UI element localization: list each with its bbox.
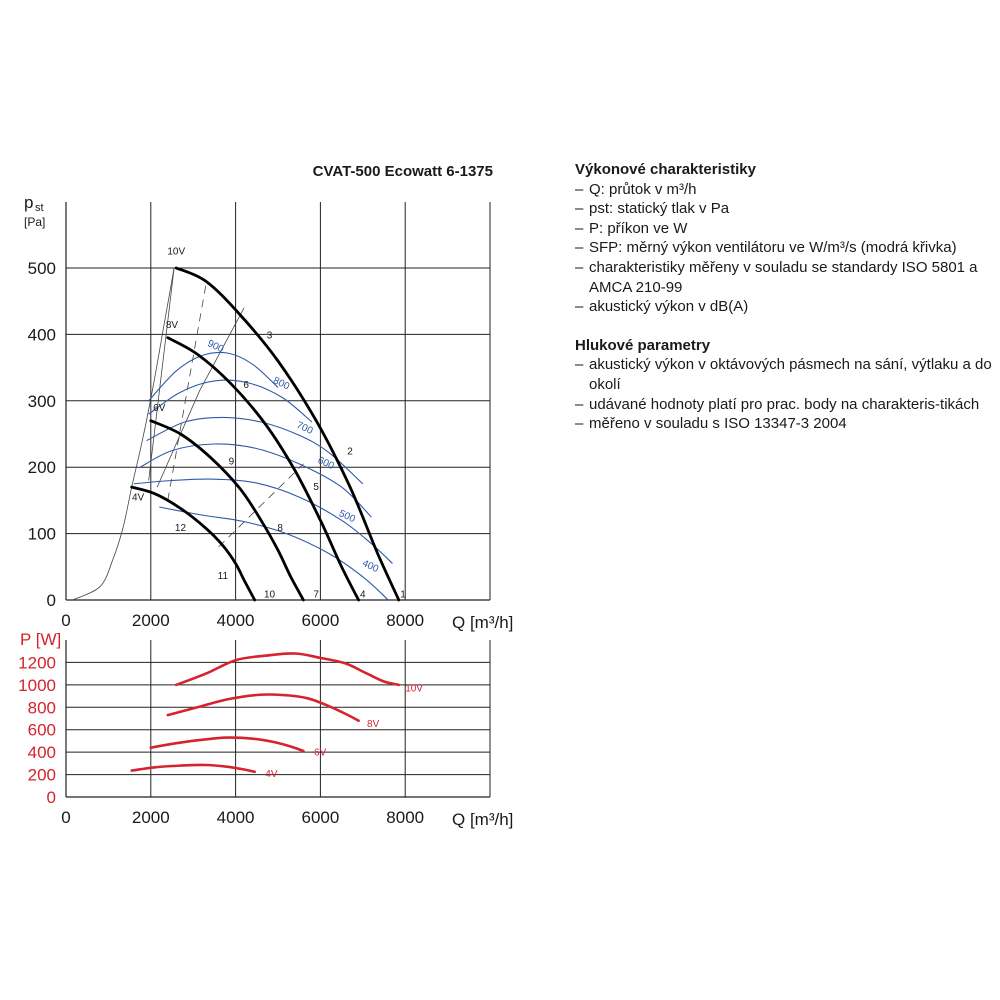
y-axis-title-sub: st bbox=[35, 202, 44, 214]
x-axis-title: Q [m³/h] bbox=[452, 810, 513, 829]
power-voltage-label: 10V bbox=[405, 684, 423, 695]
x-tick-label: 6000 bbox=[301, 611, 339, 630]
y-tick-label: 200 bbox=[28, 458, 56, 477]
pressure-chart: 0 100 200 300 400 500 0 2000 4000 6000 8000 Q [m³/h… bbox=[24, 163, 513, 632]
x-tick-label: 4000 bbox=[217, 808, 255, 827]
operating-point-label: 4 bbox=[360, 589, 366, 600]
sfp-curve-700 bbox=[146, 416, 364, 485]
operating-point-label: 2 bbox=[347, 447, 353, 458]
x-tick-label: 0 bbox=[61, 808, 70, 827]
dashed-guide bbox=[167, 284, 207, 501]
fan-curve-8V bbox=[166, 336, 360, 602]
guide-line bbox=[156, 307, 245, 488]
legend-list-performance: Q: průtok v m³/h pst: statický tlak v Pa… bbox=[575, 180, 995, 317]
fan-curve-6V bbox=[149, 419, 305, 602]
y-tick-label: 400 bbox=[28, 325, 56, 344]
y-tick-label: 0 bbox=[47, 591, 56, 610]
guide-line bbox=[148, 267, 175, 481]
y-tick-label: 800 bbox=[28, 698, 56, 717]
x-tick-label: 2000 bbox=[132, 808, 170, 827]
sfp-curve-800 bbox=[148, 379, 313, 423]
operating-point-label: 9 bbox=[229, 457, 235, 468]
operating-point-label: 6 bbox=[243, 380, 249, 391]
legend-title-performance: Výkonové charakteristiky bbox=[575, 161, 756, 178]
power-voltage-label: 4V bbox=[265, 769, 278, 780]
y-tick-label: 600 bbox=[28, 721, 56, 740]
x-tick-label: 0 bbox=[61, 611, 70, 630]
legend-item: akustický výkon v dB(A) bbox=[575, 297, 995, 317]
operating-point-label: 11 bbox=[218, 571, 229, 582]
voltage-label: 4V bbox=[132, 492, 145, 503]
y-tick-label: 1200 bbox=[18, 653, 56, 672]
legend-item: Q: průtok v m³/h bbox=[575, 180, 995, 200]
operating-point-label: 3 bbox=[267, 330, 273, 341]
operating-point-label: 10 bbox=[264, 589, 276, 600]
power-curve-10V bbox=[174, 652, 401, 687]
power-curve-4V bbox=[130, 763, 256, 774]
operating-point-label: 8 bbox=[277, 523, 283, 534]
y-tick-label: 1000 bbox=[18, 676, 56, 695]
x-axis-title: Q [m³/h] bbox=[452, 613, 513, 632]
legend-item: charakteristiky měřeny v souladu se stan… bbox=[575, 258, 995, 297]
power-curve-8V bbox=[166, 693, 360, 722]
sfp-label: 500 bbox=[337, 508, 357, 525]
y-tick-label: 0 bbox=[47, 788, 56, 807]
y-tick-label: 500 bbox=[28, 259, 56, 278]
sfp-curve-600 bbox=[139, 443, 372, 518]
sfp-curve-400 bbox=[159, 506, 389, 601]
y-tick-label: 300 bbox=[28, 392, 56, 411]
y-tick-label: 100 bbox=[28, 525, 56, 544]
sfp-curve-500 bbox=[133, 478, 393, 564]
legend-title-noise: Hlukové parametry bbox=[575, 336, 711, 354]
legend-item: SFP: měrný výkon ventilátoru ve W/m³/s (… bbox=[575, 238, 995, 258]
power-chart: 0 200 400 600 800 1000 1200 0 2000 4000 6000 8000 Q … bbox=[18, 630, 513, 829]
sfp-label: 400 bbox=[360, 558, 380, 575]
operating-point-label: 1 bbox=[400, 589, 406, 600]
voltage-label: 8V bbox=[166, 320, 179, 331]
legend-list-noise: akustický výkon v oktávových pásmech na … bbox=[575, 355, 995, 433]
fan-curve-4V bbox=[130, 485, 257, 602]
legend-item: pst: statický tlak v Pa bbox=[575, 199, 995, 219]
dashed-guide bbox=[218, 463, 304, 548]
legend-item: akustický výkon v oktávových pásmech na … bbox=[575, 355, 995, 394]
y-axis-title: P [W] bbox=[20, 630, 61, 649]
x-tick-label: 8000 bbox=[386, 808, 424, 827]
operating-point-label: 7 bbox=[313, 589, 319, 600]
sfp-label: 600 bbox=[316, 455, 336, 472]
x-tick-label: 6000 bbox=[301, 808, 339, 827]
power-curve-6V bbox=[149, 736, 305, 753]
power-voltage-label: 6V bbox=[314, 748, 327, 759]
operating-point-label: 5 bbox=[313, 482, 319, 493]
legend-item: udávané hodnoty platí pro prac. body na … bbox=[575, 395, 995, 415]
operating-point-label: 12 bbox=[175, 523, 187, 534]
voltage-label: 10V bbox=[167, 247, 185, 258]
y-tick-label: 200 bbox=[28, 766, 56, 785]
x-tick-label: 4000 bbox=[217, 611, 255, 630]
y-tick-label: 400 bbox=[28, 743, 56, 762]
voltage-label: 6V bbox=[153, 403, 166, 414]
legend-item: P: příkon ve W bbox=[575, 219, 995, 239]
chart-title: CVAT-500 Ecowatt 6-1375 bbox=[313, 163, 493, 180]
x-tick-label: 8000 bbox=[386, 611, 424, 630]
x-tick-label: 2000 bbox=[132, 611, 170, 630]
fan-curve-10V bbox=[174, 266, 401, 602]
power-voltage-label: 8V bbox=[367, 719, 380, 730]
legend-panel: Výkonové charakteristiky Q: průtok v m³/… bbox=[575, 160, 995, 434]
legend-item: měřeno v souladu s ISO 13347-3 2004 bbox=[575, 414, 995, 434]
sfp-curve-900 bbox=[148, 351, 279, 402]
y-axis-title: p bbox=[24, 193, 33, 212]
y-axis-unit: [Pa] bbox=[24, 215, 45, 229]
